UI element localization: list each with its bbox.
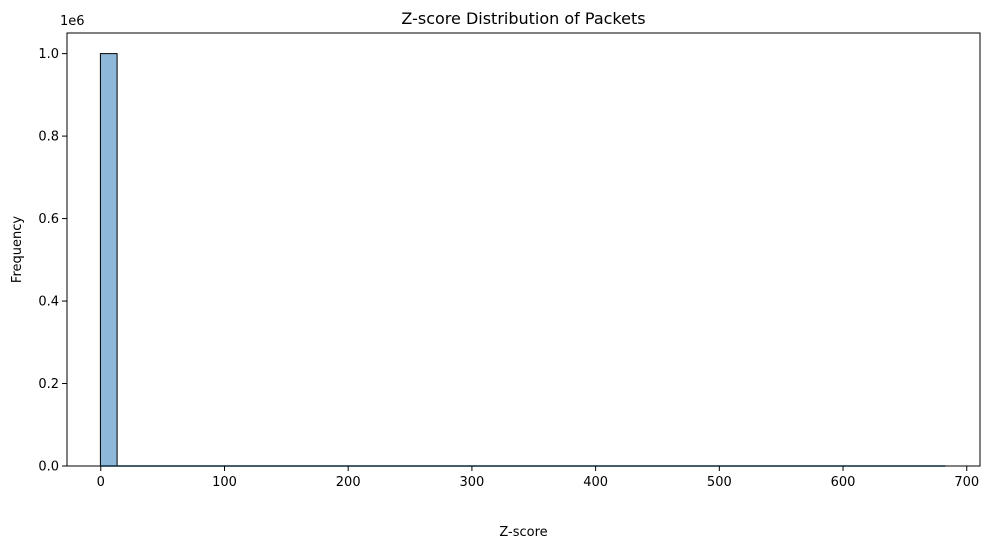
x-tick-label: 300: [459, 475, 484, 490]
y-axis-offset-label: 1e6: [60, 14, 85, 29]
x-tick-label: 100: [212, 475, 237, 490]
histogram-bar-0: [99, 53, 118, 467]
y-tick-label: 0.2: [38, 377, 59, 392]
x-tick-label: 400: [583, 475, 608, 490]
y-axis-label: Frequency: [10, 216, 25, 283]
x-tick-label: 500: [707, 475, 732, 490]
x-axis-label: Z-score: [499, 525, 547, 540]
x-tick-label: 700: [954, 475, 979, 490]
x-tick-label: 0: [97, 475, 105, 490]
axes-frame: [66, 32, 981, 467]
y-tick-label: 1.0: [38, 47, 59, 62]
y-tick-label: 0.4: [38, 295, 59, 310]
x-tick-label: 600: [831, 475, 856, 490]
y-tick-label: 0.8: [38, 130, 59, 145]
chart-title: Z-score Distribution of Packets: [401, 9, 645, 28]
plot-area: 0 100 200 300 400 500 600 700 0.0 0.2 0.4 0.6 0.8 1.0: [38, 32, 981, 490]
x-tick-label: 200: [336, 475, 361, 490]
y-tick-label: 0.0: [38, 460, 59, 475]
y-tick-label: 0.6: [38, 212, 59, 227]
